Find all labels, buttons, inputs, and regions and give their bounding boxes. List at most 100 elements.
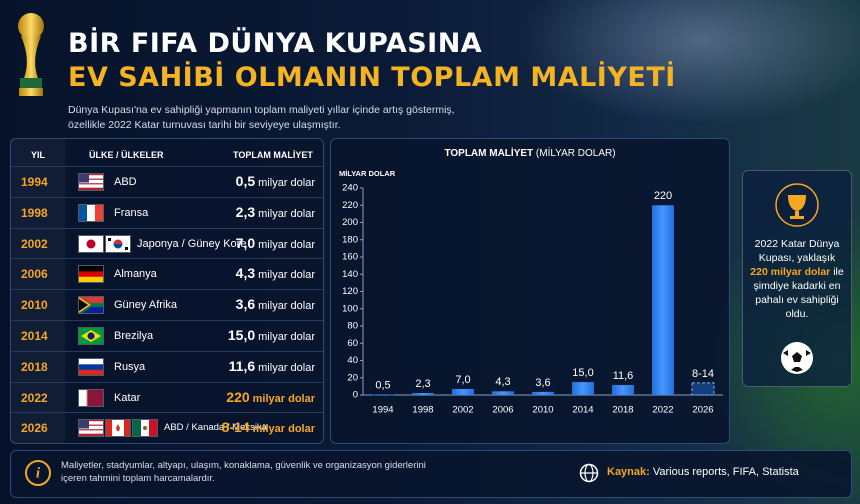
table-row: 1998 Fransa 2,3 milyar dolar bbox=[11, 196, 323, 228]
x-tick-label: 2010 bbox=[532, 405, 553, 416]
bar bbox=[572, 382, 594, 395]
globe-icon bbox=[579, 463, 599, 483]
flag bbox=[79, 328, 103, 344]
cost-cell: 220 milyar dolar bbox=[226, 389, 315, 407]
y-tick-label: 120 bbox=[342, 286, 358, 297]
cost-unit: milyar dolar bbox=[258, 238, 315, 251]
title-line: BİR FIFA DÜNYA KUPASINA bbox=[68, 28, 483, 59]
column-header: ÜLKE / ÜLKELER bbox=[89, 150, 164, 160]
table-row: 2002 Japonya / Güney Kore 7,0 milyar dolar bbox=[11, 227, 323, 259]
cost-cell: 2,3 milyar dolar bbox=[236, 204, 315, 222]
year-cell: 1994 bbox=[21, 175, 48, 189]
table-row: 2026 ABD / Kanada / Meksika 8-14 milyar dol… bbox=[11, 412, 323, 443]
country-cell: Rusya bbox=[114, 360, 146, 373]
value-label: 2,3 bbox=[415, 378, 430, 390]
bar bbox=[492, 391, 514, 395]
country-cell: Fransa bbox=[114, 206, 149, 219]
flags bbox=[79, 297, 103, 314]
value-label: 0,5 bbox=[375, 379, 390, 391]
y-tick-label: 200 bbox=[342, 217, 358, 228]
subtitle: özellikle 2022 Katar turnuvası tarihi bi… bbox=[68, 119, 341, 131]
cost-unit: milyar dolar bbox=[258, 331, 315, 343]
year-column-bg bbox=[11, 139, 65, 443]
flags bbox=[79, 328, 103, 344]
flags bbox=[79, 420, 157, 437]
cost-table: YIL ÜLKE / ÜLKELER TOPLAM MALİYET 1994 AB… bbox=[10, 138, 324, 444]
y-tick-label: 80 bbox=[347, 321, 358, 332]
bar bbox=[372, 394, 394, 396]
x-tick-label: 2022 bbox=[652, 405, 673, 416]
cost-cell: 8-14 milyar dolar bbox=[222, 419, 315, 437]
y-tick-label: 60 bbox=[347, 338, 358, 349]
bar bbox=[612, 384, 634, 395]
flags bbox=[79, 266, 103, 283]
y-tick-label: 20 bbox=[347, 372, 358, 383]
info-icon: i bbox=[25, 460, 51, 486]
year-cell: 2022 bbox=[21, 390, 48, 405]
cost-amount: 3,6 bbox=[235, 296, 256, 313]
svg-text:i: i bbox=[36, 465, 41, 481]
flag bbox=[133, 420, 157, 437]
cost-cell: 11,6 milyar dolar bbox=[229, 358, 315, 376]
country-cell: Almanya bbox=[114, 268, 157, 281]
y-tick-label: 240 bbox=[342, 183, 358, 194]
flag bbox=[79, 266, 103, 283]
flag bbox=[79, 174, 103, 190]
source: Kaynak: Various reports, FIFA, Statista bbox=[607, 466, 799, 478]
flags bbox=[79, 174, 103, 190]
year-cell: 2010 bbox=[21, 298, 48, 313]
value-label: 4,3 bbox=[495, 376, 510, 388]
country-cell: Güney Afrika bbox=[114, 299, 177, 312]
footer-note: içeren tahmini toplam harcamalardır. bbox=[61, 473, 215, 484]
cost-unit: milyar dolar bbox=[258, 207, 315, 220]
cost-cell: 3,6 milyar dolar bbox=[236, 296, 315, 314]
x-tick-label: 2002 bbox=[452, 405, 473, 416]
cost-amount: 2,3 bbox=[235, 203, 256, 220]
flags bbox=[79, 235, 130, 252]
table-row: 2010 Güney Afrika 3,6 milyar dolar bbox=[11, 289, 323, 320]
flag bbox=[79, 204, 103, 221]
cost-cell: 15,0 milyar dolar bbox=[228, 327, 315, 345]
value-label: 11,6 bbox=[613, 370, 634, 382]
cost-cell: 4,3 milyar dolar bbox=[236, 265, 315, 283]
cost-unit: milyar dolar bbox=[252, 392, 315, 405]
cost-amount: 0,5 bbox=[235, 173, 256, 189]
cost-amount: 220 bbox=[226, 388, 250, 405]
table-row: 1994 ABD 0,5 milyar dolar bbox=[11, 166, 323, 197]
chart-title: TOPLAM MALİYET (MİLYAR DOLAR) bbox=[444, 146, 615, 159]
cost-cell: 7,0 milyar dolar bbox=[236, 235, 315, 253]
y-tick-label: 160 bbox=[342, 252, 358, 263]
flag bbox=[79, 358, 103, 375]
y-tick-label: 40 bbox=[347, 355, 358, 366]
flag bbox=[79, 389, 103, 406]
year-cell: 2002 bbox=[21, 236, 48, 251]
country-cell: ABD bbox=[114, 176, 137, 188]
country-cell: Katar bbox=[114, 391, 141, 404]
source-text: Various reports, FIFA, Statista bbox=[652, 466, 799, 478]
note-highlight: 220 milyar dolar bbox=[750, 266, 831, 278]
cost-amount: 11,6 bbox=[228, 357, 256, 374]
table-row: 2018 Rusya 11,6 milyar dolar bbox=[11, 350, 323, 382]
note-text: 2022 Katar Dünya Kupası, yaklaşık 220 mi… bbox=[749, 237, 845, 321]
cost-amount: 4,3 bbox=[235, 265, 256, 282]
y-tick-label: 100 bbox=[342, 303, 358, 314]
note-text: 2022 Katar Dünya Kupası, yaklaşık bbox=[754, 238, 840, 264]
x-tick-label: 2014 bbox=[572, 405, 593, 416]
note-box: 2022 Katar Dünya Kupası, yaklaşık 220 mi… bbox=[742, 170, 852, 387]
table-row: 2014 Brezilya 15,0 milyar dolar bbox=[11, 320, 323, 351]
year-cell: 2018 bbox=[21, 359, 48, 374]
table-row: 2022 Katar 220 milyar dolar bbox=[11, 381, 323, 413]
footer: i Maliyetler, stadyumlar, altyapı, ulaşı… bbox=[10, 450, 852, 498]
x-tick-label: 2006 bbox=[492, 405, 513, 416]
x-tick-label: 1998 bbox=[412, 405, 433, 416]
flags bbox=[79, 358, 103, 375]
value-label: 15,0 bbox=[572, 367, 593, 379]
flags bbox=[79, 389, 103, 406]
trophy-icon bbox=[18, 13, 44, 96]
chart-title-main: TOPLAM MALİYET bbox=[444, 146, 533, 159]
bar bbox=[691, 382, 715, 396]
ball-icon bbox=[781, 342, 813, 374]
table-row: 2006 Almanya 4,3 milyar dolar bbox=[11, 258, 323, 289]
value-label: 3,6 bbox=[535, 377, 550, 389]
